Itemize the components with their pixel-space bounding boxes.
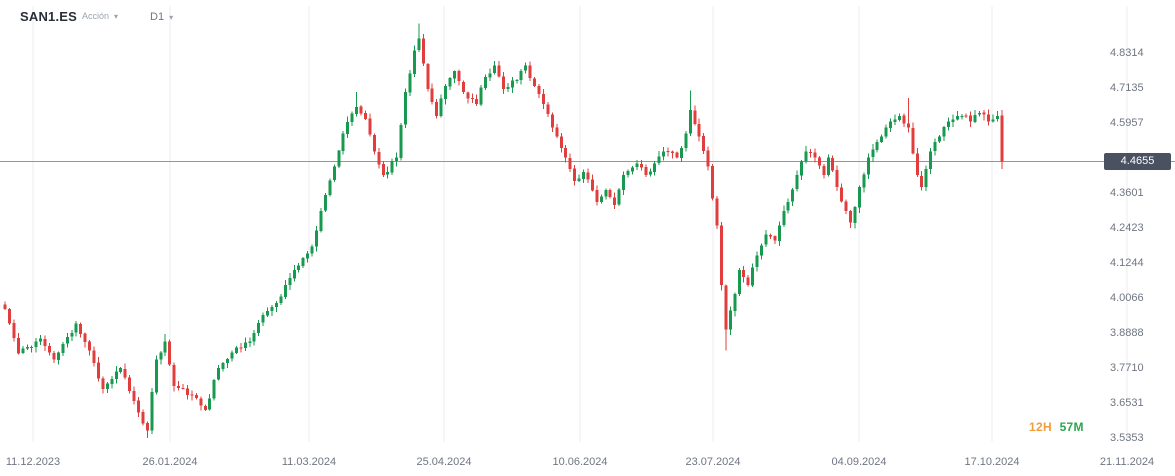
price-axis-label: 3.6531 [1110,397,1144,409]
timeframe-label: D1 [150,11,165,23]
time-axis-label: 11.12.2023 [5,456,61,468]
time-axis-label: 04.09.2024 [831,456,887,468]
price-axis-label: 4.3601 [1110,187,1144,199]
symbol-selector[interactable]: SAN1.ES Acción ▾ [20,10,118,24]
timeframe-dropdown-chevron-icon: ▾ [169,13,174,22]
countdown-hours: 12H [1029,420,1052,434]
time-axis-label: 17.10.2024 [964,456,1020,468]
timeframe-selector[interactable]: D1 ▾ [150,11,173,23]
current-price-value: 4.4655 [1120,155,1155,168]
symbol-dropdown-chevron-icon: ▾ [114,12,119,21]
price-axis-label: 4.1244 [1110,257,1144,269]
symbol-name: SAN1.ES [20,9,78,24]
price-axis-label: 4.8314 [1110,47,1144,59]
price-axis-label: 4.7135 [1110,82,1144,94]
time-axis-label: 21.11.2024 [1099,456,1155,468]
time-axis-label: 25.04.2024 [416,456,472,468]
candle-close-countdown: 12H 57M [1029,420,1084,434]
current-price-badge: 4.4655 [1104,152,1171,170]
price-axis-label: 3.7710 [1110,361,1144,374]
time-axis-label: 11.03.2024 [281,456,337,468]
price-axis-label: 3.8888 [1110,327,1144,339]
price-axis-label: 3.5353 [1110,431,1144,444]
time-axis-label: 26.01.2024 [142,456,198,468]
price-axis[interactable]: 4.8314 4.7135 4.5957 4.3601 4.2423 4.1244 4.00… [1100,0,1175,445]
countdown-minutes: 57M [1059,420,1084,434]
time-axis-label: 23.07.2024 [685,456,741,468]
price-axis-label: 4.0066 [1110,292,1144,304]
price-axis-label: 4.5957 [1110,117,1144,129]
price-axis-label: 4.2423 [1110,222,1144,234]
time-axis[interactable]: 11.12.2023 26.01.2024 11.03.2024 25.04.2024… [0,448,1175,476]
time-axis-label: 10.06.2024 [552,456,608,468]
instrument-type-label: Acción [82,11,110,21]
